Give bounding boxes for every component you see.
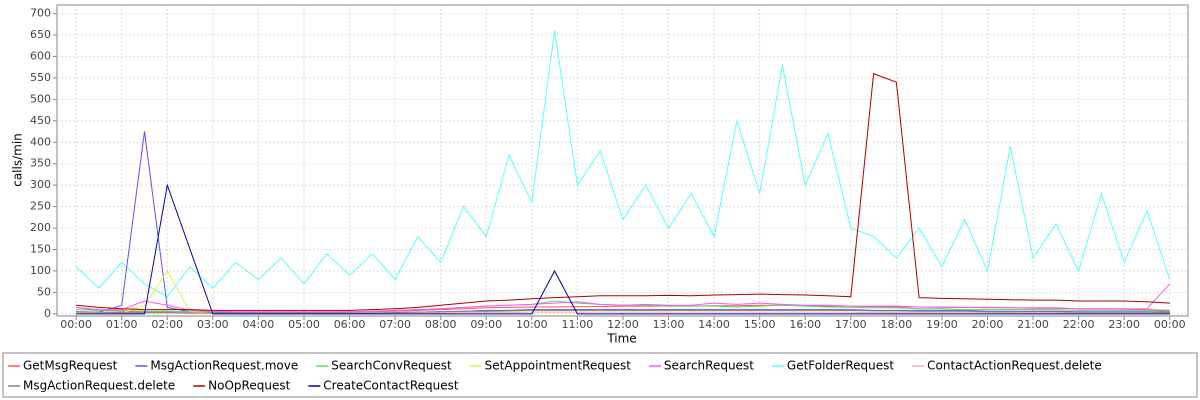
x-tick-label: 09:00 bbox=[470, 318, 502, 331]
legend-label: MsgActionRequest.move bbox=[150, 359, 298, 373]
x-tick-label: 07:00 bbox=[379, 318, 411, 331]
x-tick-label: 11:00 bbox=[562, 318, 594, 331]
y-tick-label: 400 bbox=[30, 135, 51, 148]
series-line bbox=[75, 30, 1171, 298]
x-tick-label: 22:00 bbox=[1063, 318, 1095, 331]
legend-item: SetAppointmentRequest bbox=[469, 359, 632, 373]
y-tick-label: 700 bbox=[30, 7, 51, 20]
legend-item: GetFolderRequest bbox=[771, 359, 895, 373]
legend-item: SearchConvRequest bbox=[316, 359, 452, 373]
x-tick-label: 00:00 bbox=[1154, 318, 1186, 331]
y-tick-label: 500 bbox=[30, 92, 51, 105]
y-tick-label: 100 bbox=[30, 264, 51, 277]
y-tick-label: 450 bbox=[30, 114, 51, 127]
series-line bbox=[76, 309, 1170, 314]
x-tick-label: 23:00 bbox=[1108, 318, 1140, 331]
legend-item: GetMsgRequest bbox=[8, 359, 118, 373]
axes: 0 50 100 150 200 250 300 350 400 450 500 550 600 650 7… bbox=[30, 7, 1186, 331]
y-tick-label: 550 bbox=[30, 71, 51, 84]
x-tick-label: 19:00 bbox=[926, 318, 958, 331]
legend-label: GetMsgRequest bbox=[23, 359, 118, 373]
series-line bbox=[76, 72, 1170, 311]
legend-item: SearchRequest bbox=[648, 359, 754, 373]
legend: GetMsgRequest MsgActionRequest.move Search… bbox=[8, 359, 1102, 393]
x-tick-label: 21:00 bbox=[1017, 318, 1049, 331]
x-axis-label: Time bbox=[606, 332, 636, 346]
y-tick-label: 50 bbox=[37, 285, 51, 298]
x-tick-label: 08:00 bbox=[425, 318, 457, 331]
x-tick-label: 15:00 bbox=[744, 318, 776, 331]
x-tick-label: 18:00 bbox=[881, 318, 913, 331]
legend-label: NoOpRequest bbox=[208, 379, 290, 393]
legend-label: CreateContactRequest bbox=[323, 379, 459, 393]
legend-label: MsgActionRequest.delete bbox=[23, 379, 175, 393]
x-tick-label: 02:00 bbox=[151, 318, 183, 331]
legend-item: NoOpRequest bbox=[193, 379, 291, 393]
series-line bbox=[76, 283, 1171, 313]
y-tick-label: 0 bbox=[44, 307, 51, 320]
x-tick-label: 14:00 bbox=[698, 318, 730, 331]
legend-label: ContactActionRequest.delete bbox=[927, 359, 1102, 373]
y-tick-label: 200 bbox=[30, 221, 51, 234]
legend-item: MsgActionRequest.delete bbox=[8, 379, 175, 393]
legend-label: SearchRequest bbox=[664, 359, 754, 373]
legend-item: ContactActionRequest.delete bbox=[912, 359, 1102, 373]
x-tick-label: 00:00 bbox=[60, 318, 92, 331]
x-tick-label: 03:00 bbox=[197, 318, 229, 331]
x-tick-label: 06:00 bbox=[334, 318, 366, 331]
series-line bbox=[76, 183, 1170, 315]
legend-label: SearchConvRequest bbox=[331, 359, 452, 373]
x-tick-label: 13:00 bbox=[653, 318, 685, 331]
y-tick-label: 350 bbox=[30, 157, 51, 170]
y-tick-label: 150 bbox=[30, 243, 51, 256]
x-tick-label: 12:00 bbox=[607, 318, 639, 331]
legend-label: SetAppointmentRequest bbox=[485, 359, 632, 373]
x-tick-label: 04:00 bbox=[243, 318, 275, 331]
x-tick-label: 16:00 bbox=[789, 318, 821, 331]
lines bbox=[75, 30, 1171, 315]
y-axis-label: calls/min bbox=[11, 133, 25, 187]
legend-box bbox=[2, 352, 1198, 398]
legend-item: CreateContactRequest bbox=[308, 379, 459, 393]
x-tick-label: 05:00 bbox=[288, 318, 320, 331]
x-tick-label: 01:00 bbox=[106, 318, 138, 331]
x-tick-label: 20:00 bbox=[972, 318, 1004, 331]
y-tick-label: 650 bbox=[30, 28, 51, 41]
x-tick-label: 10:00 bbox=[516, 318, 548, 331]
legend-label: GetFolderRequest bbox=[787, 359, 895, 373]
y-tick-label: 250 bbox=[30, 200, 51, 213]
x-tick-label: 17:00 bbox=[835, 318, 867, 331]
legend-item: MsgActionRequest.move bbox=[135, 359, 298, 373]
y-tick-label: 600 bbox=[30, 49, 51, 62]
y-tick-label: 300 bbox=[30, 178, 51, 191]
